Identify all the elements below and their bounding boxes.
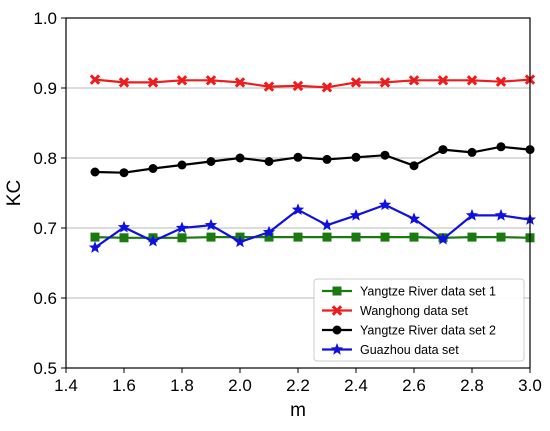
x-tick-label-7: 2.8: [460, 376, 484, 395]
series-2-point-5: [235, 153, 245, 163]
y-tick-label-4: 0.9: [33, 79, 57, 98]
y-tick-label-5: 1.0: [33, 9, 57, 28]
series-2-line: [94, 145, 531, 174]
series-1-point-8: [321, 82, 333, 93]
series-1-point-5: [234, 77, 246, 88]
series-2-point-13: [467, 147, 477, 157]
series-3-point-7: [291, 203, 305, 216]
legend-box: [313, 278, 525, 362]
series-3: [88, 198, 537, 253]
legend: Yangtze River data set 1 Wanghong data s…: [313, 278, 525, 362]
series-3-point-13: [465, 208, 479, 221]
series-2-point-8: [322, 154, 332, 164]
series-1-point-13: [466, 75, 478, 86]
series-1-point-6: [263, 81, 275, 92]
legend-marker-2: [332, 325, 342, 335]
x-tick-label-3: 2.0: [228, 376, 252, 395]
series-1-point-3: [176, 75, 188, 86]
series-0-point-0: [90, 232, 100, 242]
series-1: [89, 74, 536, 93]
series-2-point-0: [90, 167, 100, 177]
series-2-point-2: [148, 164, 158, 173]
x-tick-label-4: 2.2: [286, 376, 310, 395]
series-2-point-9: [351, 152, 361, 162]
series-1-point-0: [89, 74, 101, 85]
series-0-point-13: [467, 232, 477, 242]
x-tick-label-2: 1.8: [170, 376, 194, 395]
series-3-point-5: [233, 235, 247, 248]
series-2: [90, 142, 535, 178]
x-tick-label-8: 3.0: [518, 376, 542, 395]
series-3-point-3: [175, 221, 189, 234]
legend-marker-3: [330, 343, 344, 355]
series-0-point-7: [293, 232, 303, 242]
series-1-point-1: [118, 77, 130, 88]
series-0-point-8: [322, 232, 332, 242]
x-tick-label-6: 2.6: [402, 376, 426, 395]
series-2-point-11: [409, 161, 419, 171]
series-2-point-12: [438, 145, 448, 155]
series-1-line: [94, 78, 531, 89]
x-axis-title: m: [290, 400, 306, 421]
series-0-point-1: [119, 233, 129, 243]
series-0-point-11: [409, 232, 419, 242]
series-3-line: [94, 203, 531, 249]
series-2-point-1: [119, 168, 129, 178]
series-1-point-10: [379, 77, 391, 88]
series-0-point-6: [264, 232, 274, 242]
series-3-point-8: [320, 218, 334, 231]
series-3-point-1: [117, 220, 131, 233]
series-0-point-3: [177, 233, 187, 243]
series-0-point-10: [380, 232, 390, 242]
series-2-point-3: [177, 160, 187, 170]
series-2-point-6: [264, 157, 274, 166]
legend-label-1: Wanghong data set: [360, 304, 468, 318]
legend-marker-1: [331, 305, 343, 316]
series-3-point-0: [88, 241, 102, 253]
y-tick-label-2: 0.7: [33, 219, 57, 238]
series-1-point-12: [437, 75, 449, 86]
legend-label-2: Yangtze River data set 2: [360, 324, 496, 338]
series-3-point-10: [378, 198, 392, 211]
y-tick-label-0: 0.5: [33, 359, 57, 378]
series-2-point-10: [380, 150, 390, 160]
series-3-point-12: [436, 232, 450, 245]
series-1-point-7: [292, 80, 304, 92]
legend-label-0: Yangtze River data set 1: [360, 285, 496, 299]
x-axis: 1.4 1.6 1.8 2.0 2.2 2.4 2.6 2.8 3.0: [54, 368, 542, 395]
y-axis: 0.5 0.6 0.7 0.8 0.9 1.0: [33, 9, 66, 378]
legend-marker-0: [332, 286, 342, 296]
series-2-point-14: [496, 142, 506, 152]
x-tick-label-5: 2.4: [344, 376, 368, 395]
series-1-point-9: [350, 77, 362, 88]
x-tick-label-1: 1.6: [112, 376, 136, 395]
y-tick-label-3: 0.8: [33, 149, 57, 168]
series-0-point-9: [351, 232, 361, 242]
series-3-point-6: [262, 225, 276, 238]
series-1-point-11: [408, 75, 420, 86]
series-layer: [88, 74, 537, 253]
series-1-point-4: [205, 75, 217, 86]
series-0-line: [94, 236, 531, 239]
x-tick-label-0: 1.4: [54, 376, 78, 395]
series-3-point-9: [349, 208, 363, 221]
series-3-point-2: [146, 234, 160, 247]
series-3-point-4: [204, 218, 218, 231]
series-1-point-14: [495, 76, 507, 87]
y-tick-label-1: 0.6: [33, 289, 57, 308]
series-2-point-4: [206, 157, 216, 166]
legend-label-3: Guazhou data set: [360, 343, 459, 357]
y-axis-title: KC: [4, 180, 25, 206]
series-1-point-2: [147, 77, 159, 88]
series-3-point-11: [407, 212, 421, 225]
series-3-point-14: [494, 208, 508, 221]
series-0-point-14: [496, 232, 506, 242]
series-0-point-4: [206, 232, 216, 242]
series-2-point-7: [293, 152, 303, 162]
